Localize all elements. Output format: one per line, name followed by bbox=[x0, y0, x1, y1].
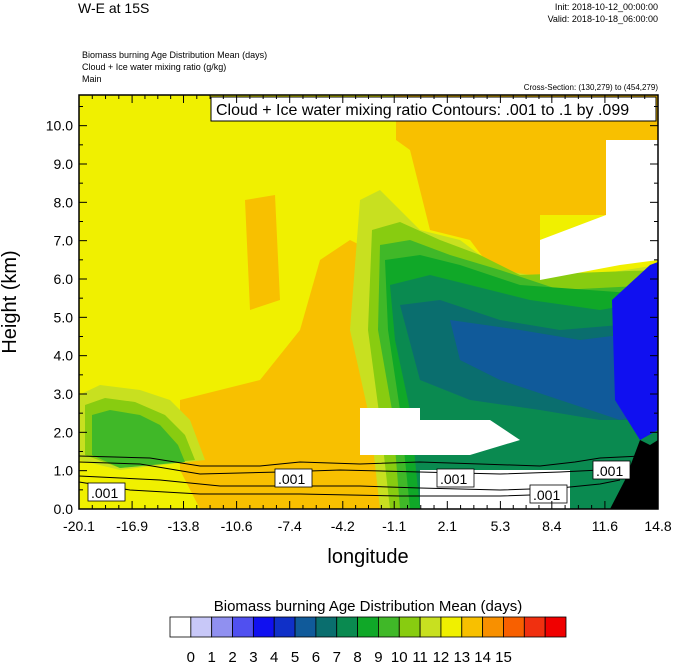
contour-info-box bbox=[210, 96, 657, 122]
y-axis-label: Height (km) bbox=[0, 250, 21, 353]
field-missing-upper-right bbox=[540, 140, 658, 280]
x-tick-label: -13.8 bbox=[168, 518, 200, 534]
cross-section-label: Cross-Section: (130,279) to (454,279) bbox=[523, 83, 658, 92]
cloud-contours bbox=[78, 455, 641, 497]
colorbar-label: 13 bbox=[453, 649, 470, 666]
colorbar-swatch bbox=[190, 616, 213, 638]
y-tick-label: 10.0 bbox=[46, 118, 73, 134]
contour-line-1 bbox=[78, 455, 641, 467]
y-tick-label: 7.0 bbox=[54, 233, 74, 249]
field-4-days bbox=[612, 262, 658, 440]
colorbar-swatch bbox=[211, 616, 233, 638]
field-left-9-days bbox=[92, 410, 185, 468]
colorbar-label: 3 bbox=[249, 649, 257, 666]
colorbar-label: 6 bbox=[312, 649, 320, 666]
x-axis-label: longitude bbox=[327, 546, 408, 568]
y-tick-label: 0.0 bbox=[54, 501, 74, 517]
colorbar-swatch bbox=[440, 616, 463, 638]
heatmap-field bbox=[79, 95, 658, 509]
terrain bbox=[610, 440, 658, 509]
x-tick-label: -10.6 bbox=[221, 518, 253, 534]
valid-time: Valid: 2018-10-18_06:00:00 bbox=[547, 14, 658, 24]
field-label-main: Main bbox=[82, 74, 102, 84]
contour-line-3 bbox=[78, 475, 621, 491]
y-tick-label: 5.0 bbox=[54, 309, 74, 325]
colorbar-label: 8 bbox=[353, 649, 361, 666]
chart-title: W-E at 15S bbox=[78, 0, 150, 16]
y-tick-label: 8.0 bbox=[54, 194, 74, 210]
colorbar-label: 11 bbox=[412, 649, 428, 666]
contour-label: .001 bbox=[91, 485, 118, 501]
x-tick-label: 11.6 bbox=[592, 518, 618, 534]
colorbar: 0 1 2 3 4 5 6 7 8 9 10 11 12 13 14 15 bbox=[169, 616, 567, 666]
colorbar-swatch bbox=[398, 616, 421, 638]
colorbar-swatch bbox=[273, 616, 296, 638]
contour-label-group: .001 .001 .001 .001 .001 bbox=[87, 460, 631, 504]
colorbar-label: 15 bbox=[495, 649, 512, 666]
y-tick-label: 2.0 bbox=[54, 424, 74, 440]
colorbar-swatch bbox=[482, 616, 504, 638]
x-tick-label: 5.3 bbox=[491, 518, 511, 534]
colorbar-label: 14 bbox=[474, 649, 491, 666]
field-label-cloud: Cloud + Ice water mixing ratio (g/kg) bbox=[82, 62, 227, 72]
x-tick-label: -4.2 bbox=[331, 518, 355, 534]
colorbar-swatch bbox=[357, 616, 379, 638]
colorbar-swatch bbox=[523, 616, 546, 638]
colorbar-label: 4 bbox=[270, 649, 278, 666]
x-tick-label: 2.1 bbox=[438, 518, 458, 534]
field-label-age: Biomass burning Age Distribution Mean (d… bbox=[82, 50, 268, 60]
field-13-days-upper bbox=[396, 95, 658, 280]
colorbar-label: 2 bbox=[228, 649, 236, 666]
axis-ticks bbox=[78, 95, 659, 510]
init-time: Init: 2018-10-12_00:00:00 bbox=[554, 2, 658, 12]
axis-tick-labels: -20.1 -16.9 -13.8 -10.6 -7.4 -4.2 -1.1 2.1 5.3 8.… bbox=[46, 118, 672, 534]
field-5-days bbox=[450, 320, 658, 420]
contour-info-text: Cloud + Ice water mixing ratio Contours:… bbox=[216, 102, 629, 119]
y-tick-label: 1.0 bbox=[54, 463, 74, 479]
y-tick-label: 9.0 bbox=[54, 156, 74, 172]
colorbar-swatch bbox=[252, 616, 275, 638]
colorbar-swatch bbox=[336, 616, 358, 638]
x-tick-label: -16.9 bbox=[116, 518, 148, 534]
colorbar-swatch bbox=[232, 616, 254, 638]
colorbar-title: Biomass burning Age Distribution Mean (d… bbox=[214, 598, 522, 615]
contour-label: .001 bbox=[278, 471, 305, 487]
x-tick-label: 8.4 bbox=[542, 518, 562, 534]
colorbar-swatch bbox=[461, 616, 484, 638]
colorbar-label: 5 bbox=[291, 649, 299, 666]
colorbar-label: 10 bbox=[391, 649, 408, 666]
y-tick-label: 4.0 bbox=[54, 348, 74, 364]
x-tick-label: -7.4 bbox=[278, 518, 302, 534]
colorbar-swatch bbox=[419, 616, 442, 638]
contour-line-4 bbox=[78, 481, 561, 497]
colorbar-swatch bbox=[378, 616, 400, 638]
colorbar-swatch bbox=[294, 616, 317, 638]
colorbar-swatch bbox=[503, 616, 525, 638]
y-tick-label: 3.0 bbox=[54, 386, 74, 402]
x-tick-label: -20.1 bbox=[63, 518, 95, 534]
contour-line-2 bbox=[78, 461, 631, 475]
field-missing-middle bbox=[360, 408, 520, 455]
colorbar-swatch bbox=[315, 616, 338, 638]
x-tick-label: 14.8 bbox=[644, 518, 671, 534]
x-tick-label: -1.1 bbox=[382, 518, 406, 534]
colorbar-swatch bbox=[544, 616, 567, 638]
contour-label: .001 bbox=[596, 463, 623, 479]
field-13-days-column bbox=[245, 195, 280, 310]
colorbar-swatch bbox=[169, 616, 192, 638]
colorbar-label: 12 bbox=[433, 649, 450, 666]
colorbar-label: 7 bbox=[333, 649, 341, 666]
colorbar-label: 0 bbox=[187, 649, 195, 666]
y-tick-label: 6.0 bbox=[54, 271, 74, 287]
colorbar-label: 9 bbox=[374, 649, 382, 666]
colorbar-label: 1 bbox=[208, 649, 216, 666]
contour-label: .001 bbox=[440, 471, 467, 487]
contour-label: .001 bbox=[533, 487, 560, 503]
